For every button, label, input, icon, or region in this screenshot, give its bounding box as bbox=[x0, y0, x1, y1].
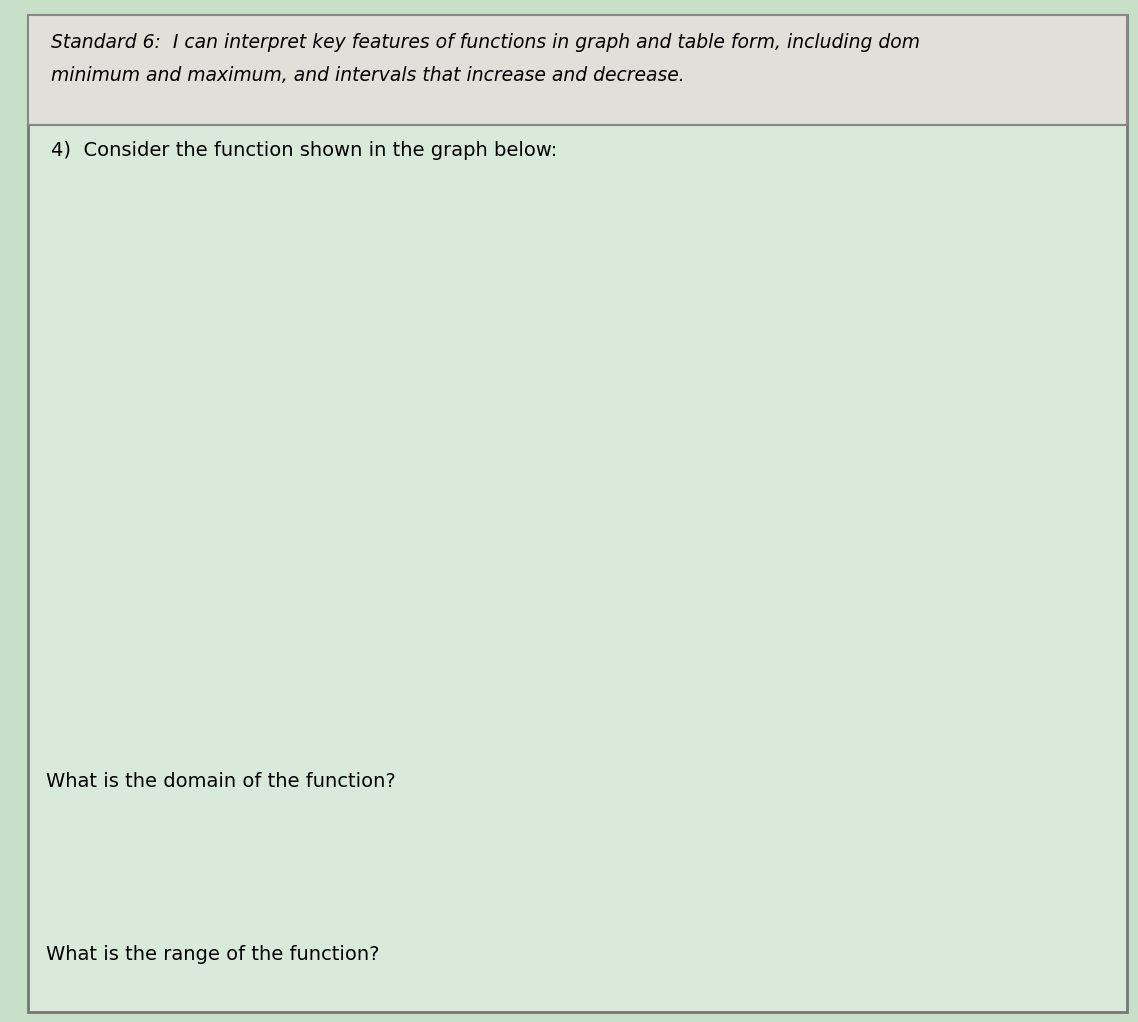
Text: minimum and maximum, and intervals that increase and decrease.: minimum and maximum, and intervals that … bbox=[51, 66, 685, 86]
FancyBboxPatch shape bbox=[28, 15, 1127, 125]
Text: What is the range of the function?: What is the range of the function? bbox=[46, 945, 379, 965]
Text: What is the domain of the function?: What is the domain of the function? bbox=[46, 772, 395, 791]
Text: -5: -5 bbox=[231, 473, 249, 492]
Text: 5: 5 bbox=[767, 473, 778, 492]
Text: y: y bbox=[520, 170, 531, 189]
Text: 5: 5 bbox=[479, 238, 490, 256]
FancyBboxPatch shape bbox=[28, 15, 1127, 1012]
Text: 0: 0 bbox=[487, 473, 498, 492]
Text: x: x bbox=[935, 423, 947, 443]
Text: -5: -5 bbox=[472, 654, 490, 671]
Text: 4)  Consider the function shown in the graph below:: 4) Consider the function shown in the gr… bbox=[51, 141, 558, 160]
Text: Standard 6:  I can interpret key features of functions in graph and table form, : Standard 6: I can interpret key features… bbox=[51, 33, 921, 52]
